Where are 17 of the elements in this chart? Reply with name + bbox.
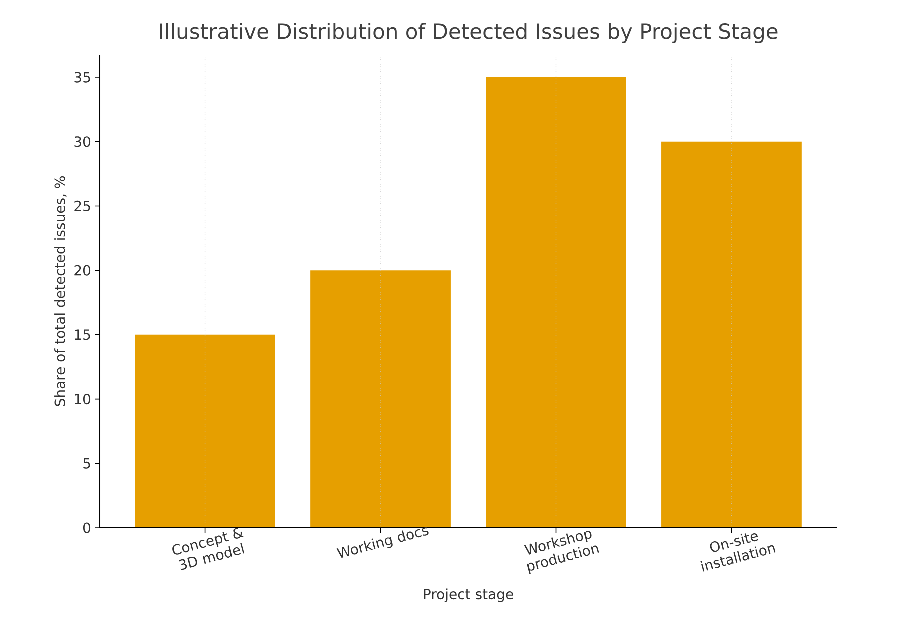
x-axis-title: Project stage [424, 588, 514, 602]
y-axis-title: Share of total detected issues, % [54, 176, 67, 406]
y-tick-label: 10 [75, 394, 91, 405]
y-tick-label: 35 [74, 72, 90, 83]
y-tick-label: 25 [74, 200, 90, 212]
x-tick-label: Concept & 3D model [172, 528, 245, 570]
y-tick-label: 30 [74, 136, 91, 148]
chart-title: Illustrative Distribution of Detected Issues by Project Stage [160, 23, 778, 44]
bar [662, 142, 802, 528]
y-tick-label: 0 [83, 522, 91, 534]
bar [486, 78, 626, 528]
y-tick-label: 20 [74, 265, 91, 276]
bar [135, 334, 276, 528]
y-tick-label: 15 [75, 330, 90, 340]
x-tick-label: Working docs [336, 528, 429, 558]
bar [310, 270, 451, 528]
y-tick-label: 5 [84, 458, 90, 469]
